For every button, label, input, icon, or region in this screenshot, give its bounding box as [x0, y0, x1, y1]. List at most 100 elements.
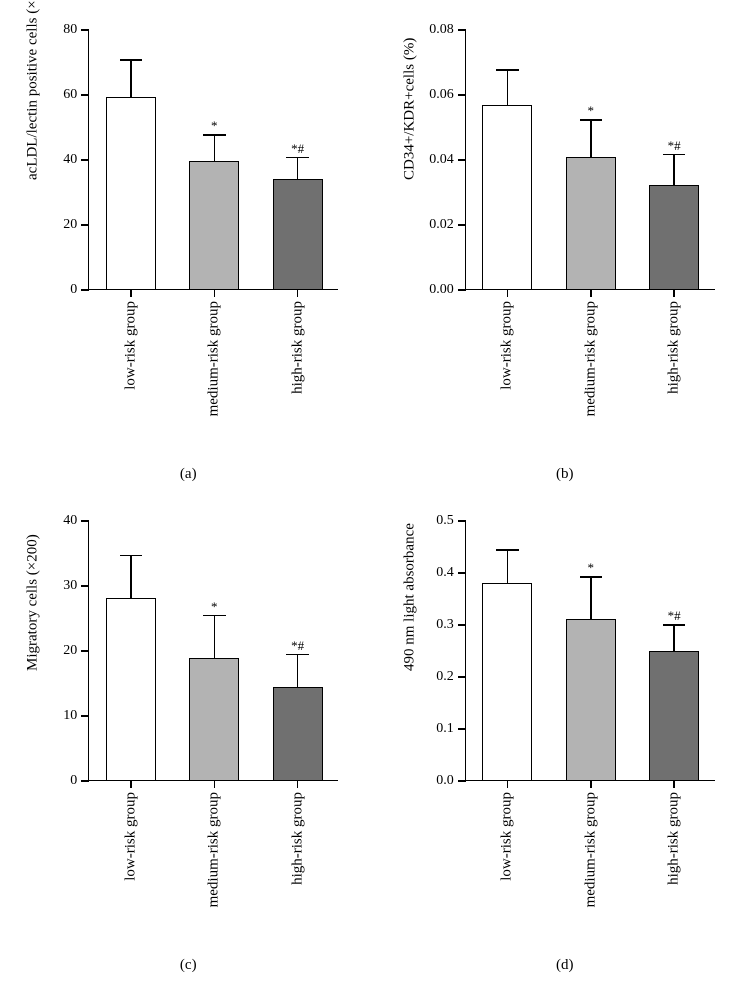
y-tick-label: 0.4	[436, 565, 454, 581]
x-tick-label: low-risk group	[499, 301, 516, 390]
error-cap	[286, 654, 309, 656]
y-tick-label: 0.0	[436, 773, 454, 789]
plot-region: 0.000.020.040.060.08low-risk group*mediu…	[465, 30, 715, 290]
bar	[106, 598, 156, 780]
error-bar	[130, 555, 132, 599]
plot-region: 010203040low-risk group*medium-risk grou…	[88, 521, 338, 781]
x-tick	[214, 780, 216, 788]
bar	[649, 185, 699, 289]
x-tick	[214, 289, 216, 297]
y-axis-label: acLDL/lectin positive cells (×200)	[25, 160, 42, 180]
error-cap	[580, 576, 603, 578]
bar	[273, 179, 323, 290]
x-tick-label: high-risk group	[289, 792, 306, 885]
y-tick-label: 40	[63, 513, 77, 529]
panel-c: 010203040low-risk group*medium-risk grou…	[0, 491, 377, 982]
y-tick	[81, 29, 89, 31]
error-cap	[203, 615, 226, 617]
y-tick-label: 0.02	[429, 217, 454, 233]
y-tick	[81, 159, 89, 161]
significance-marker: *	[211, 118, 218, 134]
error-bar	[130, 59, 132, 98]
bar	[482, 583, 532, 780]
y-axis-label: CD34+/KDR+cells (%)	[401, 160, 418, 180]
error-bar	[214, 615, 216, 660]
chart-b: 0.000.020.040.060.08low-risk group*mediu…	[405, 20, 725, 320]
y-tick-label: 0.2	[436, 669, 454, 685]
x-tick	[130, 780, 132, 788]
panel-label-a: (a)	[180, 466, 197, 483]
x-tick	[590, 780, 592, 788]
x-tick	[673, 780, 675, 788]
y-tick	[81, 650, 89, 652]
significance-marker: *#	[291, 141, 304, 157]
y-tick-label: 0.1	[436, 721, 454, 737]
error-bar	[507, 549, 509, 584]
error-bar	[673, 624, 675, 651]
y-tick-label: 0.5	[436, 513, 454, 529]
x-tick	[673, 289, 675, 297]
panel-d: 0.00.10.20.30.40.5low-risk group*medium-…	[377, 491, 753, 982]
y-tick	[458, 572, 466, 574]
y-tick-label: 80	[63, 22, 77, 38]
y-tick	[81, 520, 89, 522]
figure-grid: 020406080low-risk group*medium-risk grou…	[0, 0, 753, 982]
y-tick-label: 0.06	[429, 87, 454, 103]
error-bar	[297, 654, 299, 688]
error-cap	[203, 134, 226, 136]
bar	[189, 161, 239, 289]
x-tick-label: low-risk group	[122, 301, 139, 390]
y-tick-label: 40	[63, 152, 77, 168]
y-axis-label: 490 nm light absorbance	[401, 651, 418, 671]
x-tick-label: low-risk group	[122, 792, 139, 881]
y-tick-label: 0.04	[429, 152, 454, 168]
y-tick-label: 0	[70, 282, 77, 298]
y-tick-label: 10	[63, 708, 77, 724]
error-bar	[297, 157, 299, 180]
y-tick	[458, 624, 466, 626]
y-tick	[81, 224, 89, 226]
x-tick	[297, 289, 299, 297]
x-tick	[590, 289, 592, 297]
x-tick-label: medium-risk group	[206, 792, 223, 907]
error-cap	[663, 624, 686, 626]
chart-d: 0.00.10.20.30.40.5low-risk group*medium-…	[405, 511, 725, 811]
y-axis-label: Migratory cells (×200)	[25, 651, 42, 671]
error-cap	[286, 157, 309, 159]
plot-region: 0.00.10.20.30.40.5low-risk group*medium-…	[465, 521, 715, 781]
y-tick-label: 0.3	[436, 617, 454, 633]
y-tick	[458, 29, 466, 31]
error-bar	[214, 134, 216, 162]
x-tick-label: high-risk group	[666, 792, 683, 885]
error-bar	[507, 69, 509, 106]
error-cap	[120, 59, 143, 61]
x-tick	[130, 289, 132, 297]
x-tick-label: high-risk group	[289, 301, 306, 394]
panel-a: 020406080low-risk group*medium-risk grou…	[0, 0, 377, 491]
x-tick	[507, 289, 509, 297]
bar	[273, 687, 323, 780]
chart-a: 020406080low-risk group*medium-risk grou…	[28, 20, 348, 320]
y-tick	[81, 289, 89, 291]
y-tick	[458, 520, 466, 522]
panel-b: 0.000.020.040.060.08low-risk group*mediu…	[377, 0, 753, 491]
significance-marker: *#	[291, 638, 304, 654]
error-bar	[590, 119, 592, 158]
x-tick-label: medium-risk group	[582, 792, 599, 907]
panel-label-d: (d)	[556, 957, 574, 974]
y-tick-label: 20	[63, 217, 77, 233]
y-tick-label: 0.00	[429, 282, 454, 298]
y-tick-label: 20	[63, 643, 77, 659]
error-cap	[120, 555, 143, 557]
y-tick	[458, 676, 466, 678]
x-tick	[507, 780, 509, 788]
error-cap	[496, 549, 519, 551]
bar	[106, 97, 156, 289]
error-bar	[673, 154, 675, 187]
significance-marker: *	[588, 103, 595, 119]
y-tick-label: 0.08	[429, 22, 454, 38]
y-tick	[458, 94, 466, 96]
y-tick	[81, 94, 89, 96]
significance-marker: *	[211, 599, 218, 615]
y-tick-label: 30	[63, 578, 77, 594]
